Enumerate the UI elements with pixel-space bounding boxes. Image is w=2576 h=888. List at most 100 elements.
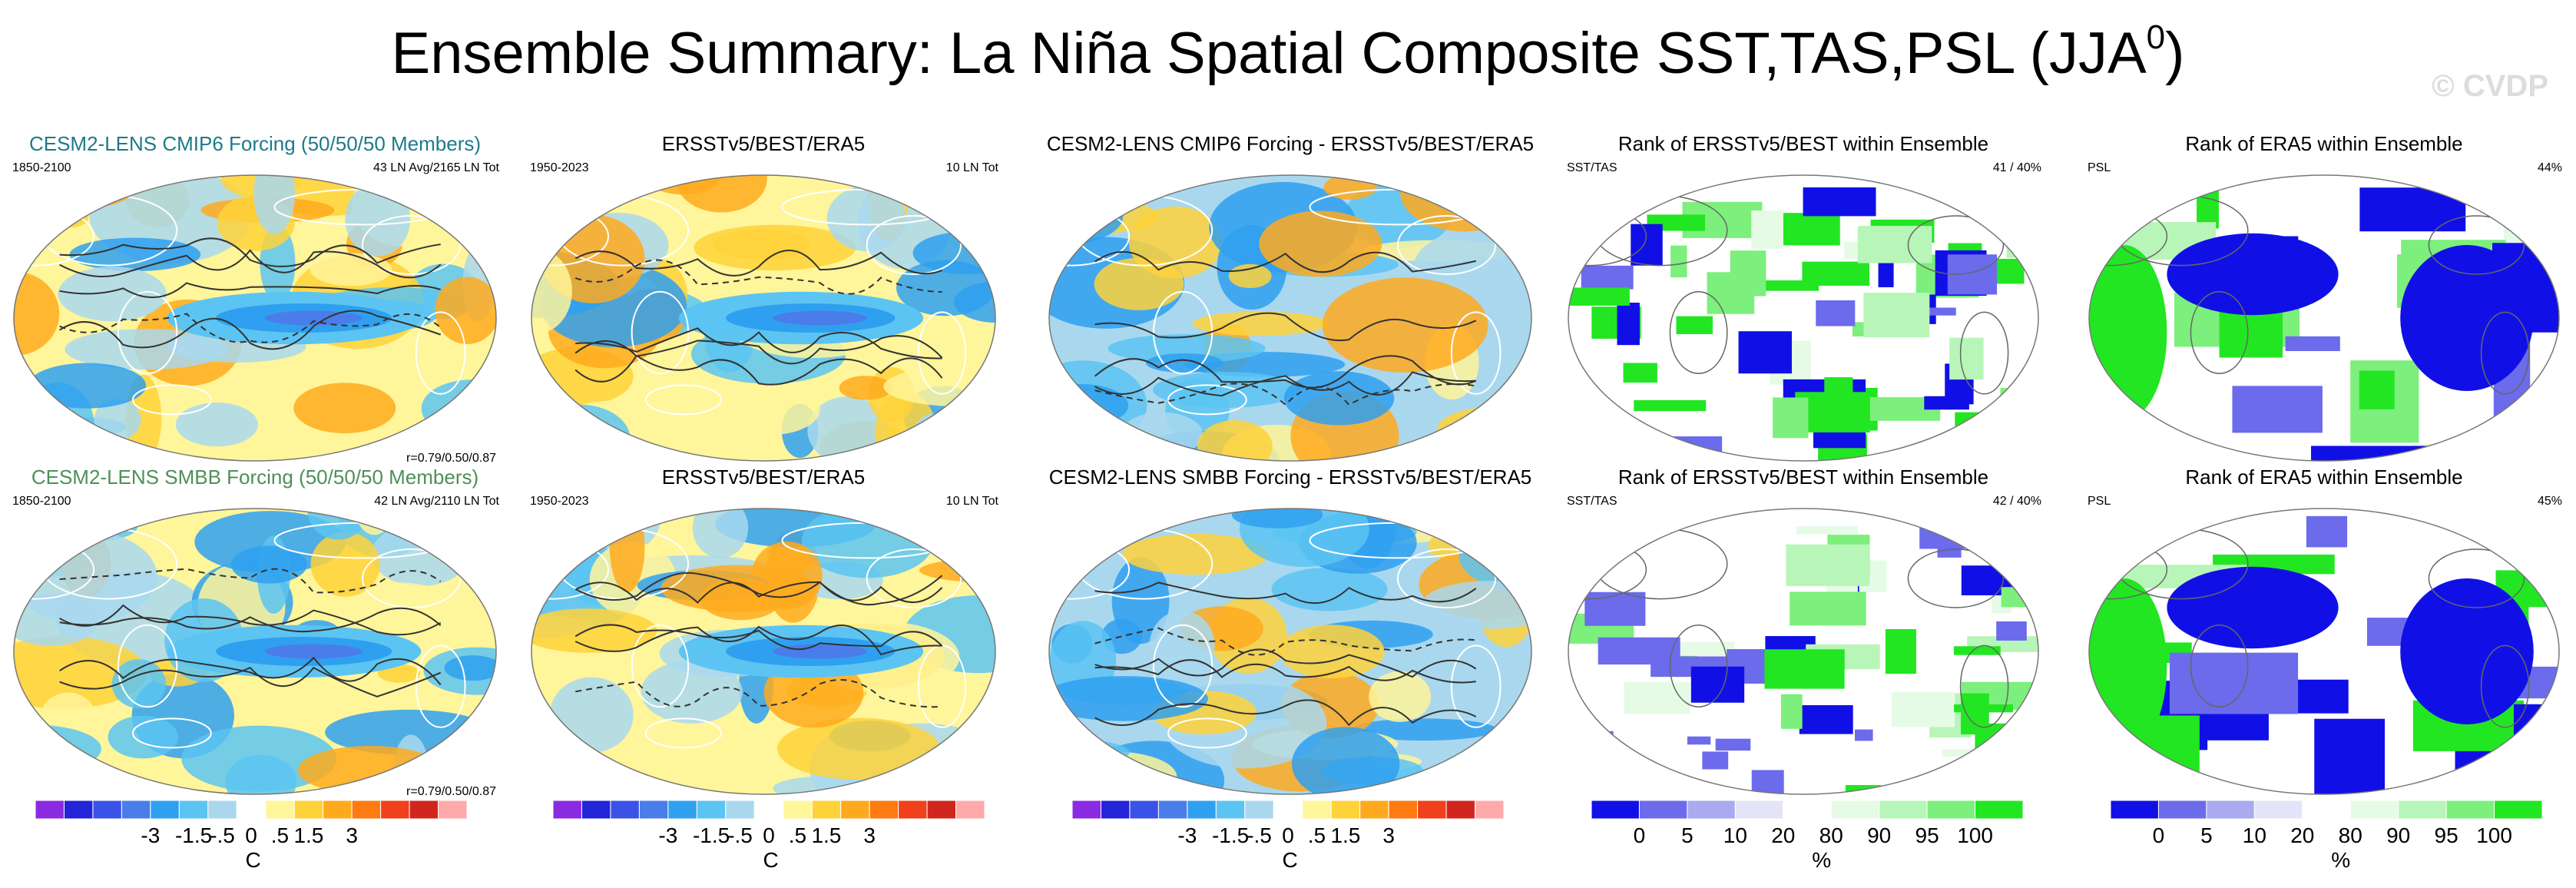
colorbar-tick-label: 1.5 — [811, 823, 842, 847]
colorbar-tick-label: 90 — [2386, 823, 2411, 847]
colorbar-swatch — [955, 800, 985, 820]
colorbar-swatch — [1302, 800, 1332, 820]
colorbar-tick-label: 95 — [2434, 823, 2458, 847]
robinson-map — [531, 174, 996, 462]
colorbar-swatch — [552, 800, 582, 820]
colorbar-tick-label: .5 — [270, 823, 290, 847]
panel-title: Rank of ERA5 within Ensemble — [2185, 132, 2463, 155]
colorbar-swatch — [2206, 800, 2255, 820]
colorbar-tick-label: 100 — [2476, 823, 2512, 847]
panel-left-label: PSL — [2088, 161, 2111, 174]
colorbar-swatch — [92, 800, 122, 820]
colorbar-tick-label: -1.5 — [1211, 823, 1250, 847]
colorbar-swatch — [725, 800, 755, 820]
colorbar-tick-label: 95 — [1915, 823, 1939, 847]
panel-title: CESM2-LENS SMBB Forcing (50/50/50 Member… — [31, 466, 479, 489]
colorbar-swatch — [35, 800, 65, 820]
colorbar-swatch — [1129, 800, 1159, 820]
robinson-map — [2088, 508, 2560, 795]
panel-title: CESM2-LENS CMIP6 Forcing (50/50/50 Membe… — [28, 132, 482, 155]
colorbar-swatch — [351, 800, 382, 820]
colorbar-tick-label: 10 — [2242, 823, 2266, 847]
colorbar-unit: C — [1282, 848, 1298, 872]
colorbar-swatch — [1734, 800, 1784, 820]
cvdp-watermark: © CVDP — [2432, 69, 2548, 103]
map-panel-6: CESM2-LENS SMBB Forcing (50/50/50 Member… — [11, 466, 499, 798]
colorbar-tick-label: 5 — [1681, 823, 1694, 847]
colorbar-swatch — [1100, 800, 1131, 820]
map-panel-4: Rank of ERSSTv5/BEST within Ensemble SST/… — [1565, 132, 2041, 464]
colorbar-swatch — [638, 800, 669, 820]
panel-right-label: 45% — [2537, 495, 2562, 508]
colorbar-swatch — [581, 800, 611, 820]
map-panel-2: ERSSTv5/BEST/ERA5 1950-2023 10 LN Tot — [528, 132, 998, 464]
colorbar-tick-label: 5 — [2200, 823, 2213, 847]
colorbar-tick-label: 0 — [763, 823, 775, 847]
colorbar-swatch — [667, 800, 697, 820]
colorbar-swatch — [207, 800, 237, 820]
colorbar-tick-label: -3 — [141, 823, 161, 847]
colorbar-swatch — [1388, 800, 1419, 820]
robinson-map — [1048, 174, 1532, 462]
colorbar-unit: C — [763, 848, 779, 872]
colorbar-tick-label: 20 — [2290, 823, 2315, 847]
robinson-map — [2088, 174, 2560, 462]
colorbar-swatch — [265, 800, 295, 820]
colorbar-swatch — [2445, 800, 2495, 820]
colorbar-swatch — [1475, 800, 1505, 820]
colorbar-swatch — [380, 800, 410, 820]
panel-right-label: 42 / 40% — [1992, 495, 2041, 508]
panel-title: Rank of ERSSTv5/BEST within Ensemble — [1617, 466, 1989, 489]
colorbar-tick-label: -1.5 — [174, 823, 213, 847]
colorbar-swatch — [1830, 800, 1880, 820]
map-panel-5: Rank of ERA5 within Ensemble PSL 44% — [2086, 132, 2562, 464]
panel-left-label: PSL — [2088, 495, 2111, 508]
robinson-map — [531, 508, 996, 795]
colorbar-swatch — [236, 800, 267, 820]
colorbar-swatch — [63, 800, 94, 820]
panel-correlation-label: r=0.79/0.50/0.87 — [406, 452, 496, 465]
colorbar-tick-label: 3 — [346, 823, 358, 847]
map-panel-7: ERSSTv5/BEST/ERA5 1950-2023 10 LN Tot — [528, 466, 998, 797]
colorbar-swatch — [438, 800, 468, 820]
colorbar-swatch — [1445, 800, 1476, 820]
panel-title: CESM2-LENS CMIP6 Forcing - ERSSTv5/BEST/… — [1046, 132, 1535, 155]
colorbar-swatch — [2398, 800, 2447, 820]
colorbar-tick-label: -.5 — [1247, 823, 1272, 847]
map-panel-10: Rank of ERA5 within Ensemble PSL 45% — [2086, 466, 2562, 797]
panel-left-label: SST/TAS — [1567, 495, 1617, 508]
colorbar-swatch — [1879, 800, 1928, 820]
colorbar-tick-label: 90 — [1867, 823, 1892, 847]
colorbar-tick-label: 3 — [1382, 823, 1395, 847]
colorbar-swatch — [696, 800, 727, 820]
colorbar-swatch — [1687, 800, 1736, 820]
map-panel-3: CESM2-LENS CMIP6 Forcing - ERSSTv5/BEST/… — [1046, 132, 1535, 464]
robinson-map — [1568, 508, 2039, 795]
colorbar-swatch — [898, 800, 928, 820]
colorbar-tick-label: 0 — [1282, 823, 1294, 847]
colorbar-swatch — [610, 800, 640, 820]
colorbar-tick-label: 10 — [1723, 823, 1747, 847]
colorbar-swatch — [1975, 800, 2024, 820]
colorbar-tick-label: 20 — [1771, 823, 1796, 847]
colorbar-swatch — [926, 800, 957, 820]
panel-right-label: 44% — [2537, 161, 2562, 174]
colorbar-swatch — [1783, 800, 1832, 820]
colorbar-tick-label: -3 — [1177, 823, 1197, 847]
colorbar-swatch — [1244, 800, 1274, 820]
robinson-map — [1568, 174, 2039, 462]
colorbar-tick-label: 80 — [1819, 823, 1843, 847]
colorbar-swatch — [1187, 800, 1217, 820]
panel-left-label: 1950-2023 — [530, 161, 589, 174]
panel-left-label: 1850-2100 — [12, 161, 71, 174]
colorbar-swatch — [1591, 800, 1640, 820]
panel-right-label: 10 LN Tot — [945, 161, 998, 174]
panel-title: CESM2-LENS SMBB Forcing - ERSSTv5/BEST/E… — [1048, 466, 1532, 489]
panel-right-label: 42 LN Avg/2110 LN Tot — [374, 495, 499, 508]
colorbar-tick-label: 0 — [1633, 823, 1646, 847]
colorbar-unit: % — [2331, 848, 2351, 872]
colorbar-tick-label: -1.5 — [692, 823, 730, 847]
panel-title: ERSSTv5/BEST/ERA5 — [661, 132, 866, 155]
map-panel-8: CESM2-LENS SMBB Forcing - ERSSTv5/BEST/E… — [1046, 466, 1535, 797]
panel-left-label: 1950-2023 — [530, 495, 589, 508]
